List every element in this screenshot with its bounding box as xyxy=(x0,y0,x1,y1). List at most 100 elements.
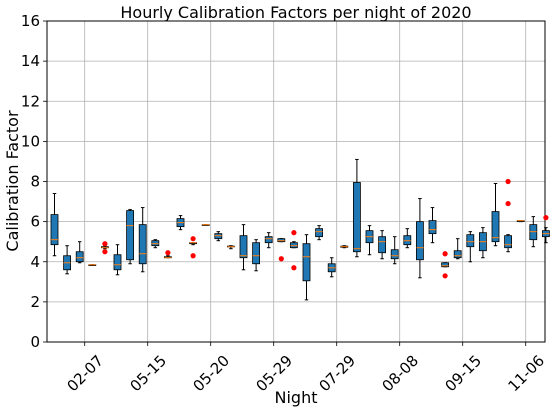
grid-lines xyxy=(47,20,545,343)
plot-frame xyxy=(46,20,546,343)
outlier-point xyxy=(102,249,108,255)
boxes xyxy=(50,158,550,301)
box-6 xyxy=(113,244,122,276)
box-30 xyxy=(415,198,424,279)
box-body xyxy=(378,236,387,254)
box-37 xyxy=(504,178,513,253)
outlier-point xyxy=(190,236,196,242)
box-16 xyxy=(239,224,248,271)
box-26 xyxy=(365,225,374,256)
box-body xyxy=(50,214,59,246)
box-31 xyxy=(428,207,437,244)
box-10 xyxy=(163,250,172,259)
box-25 xyxy=(352,158,361,258)
box-body xyxy=(214,233,223,240)
outlier-point xyxy=(442,273,448,279)
box-body xyxy=(239,235,248,259)
box-28 xyxy=(390,236,399,265)
y-tick-label: 0 xyxy=(30,333,40,351)
outlier-point xyxy=(278,256,284,262)
box-body xyxy=(352,182,361,253)
box-body xyxy=(390,249,399,260)
outlier-point xyxy=(190,253,196,259)
y-tick-label: 4 xyxy=(30,253,40,271)
box-body xyxy=(441,262,450,268)
box-32 xyxy=(441,251,450,279)
chart-title: Hourly Calibration Factors per night of … xyxy=(120,3,471,22)
box-13 xyxy=(201,224,210,226)
y-tick-label: 12 xyxy=(21,92,40,110)
box-body xyxy=(252,242,261,265)
box-body xyxy=(491,211,500,243)
y-axis-label: Calibration Factor xyxy=(3,110,22,252)
box-body xyxy=(415,221,424,261)
box-23 xyxy=(327,257,336,278)
box-36 xyxy=(491,183,500,247)
box-body xyxy=(126,210,134,261)
box-35 xyxy=(478,227,487,259)
box-4 xyxy=(88,264,97,266)
box-3 xyxy=(75,241,84,264)
box-body xyxy=(113,254,122,271)
outlier-point xyxy=(165,250,171,256)
x-axis-label: Night xyxy=(275,388,318,407)
box-body xyxy=(315,228,324,238)
x-tick-label: 05-15 xyxy=(127,352,171,396)
box-5 xyxy=(101,241,109,255)
box-17 xyxy=(252,239,261,272)
box-24 xyxy=(340,245,349,249)
box-40 xyxy=(542,215,550,244)
box-18 xyxy=(264,232,273,249)
box-11 xyxy=(176,215,185,231)
y-tick-label: 14 xyxy=(21,52,40,70)
box-body xyxy=(289,242,298,249)
outlier-point xyxy=(505,178,511,185)
box-14 xyxy=(214,231,223,242)
outlier-point xyxy=(102,241,108,247)
outlier-point xyxy=(442,251,448,257)
y-tick-label: 16 xyxy=(21,12,40,30)
box-29 xyxy=(403,228,412,249)
box-22 xyxy=(315,225,324,241)
box-27 xyxy=(378,230,387,260)
outlier-point xyxy=(291,230,297,236)
box-body xyxy=(75,251,84,263)
box-body xyxy=(504,235,513,249)
x-tick-label: 11-06 xyxy=(505,352,549,396)
y-tick-label: 10 xyxy=(21,132,40,150)
box-19 xyxy=(277,238,286,262)
y-tick-label: 6 xyxy=(30,213,40,231)
box-33 xyxy=(453,238,462,260)
box-2 xyxy=(63,245,71,275)
box-body xyxy=(277,238,286,243)
box-body xyxy=(264,236,273,244)
box-38 xyxy=(516,220,525,223)
y-tick-label: 2 xyxy=(30,293,40,311)
outlier-point xyxy=(543,215,549,221)
box-7 xyxy=(126,209,134,265)
x-tick-label: 07-29 xyxy=(316,352,360,396)
box-34 xyxy=(466,231,475,263)
box-39 xyxy=(529,216,538,248)
box-body xyxy=(151,240,160,247)
box-15 xyxy=(226,245,235,250)
box-21 xyxy=(302,234,311,301)
box-body xyxy=(428,220,437,235)
x-tick-label: 08-08 xyxy=(379,352,423,396)
box-body xyxy=(138,224,147,265)
box-body xyxy=(466,234,475,248)
box-8 xyxy=(138,207,147,273)
outlier-point xyxy=(505,200,511,207)
box-20 xyxy=(289,230,298,271)
box-1 xyxy=(50,193,59,257)
x-tick-label: 05-20 xyxy=(190,352,234,396)
box-12 xyxy=(189,236,198,259)
x-tick-label: 09-15 xyxy=(442,352,486,396)
box-body xyxy=(453,250,462,259)
x-tick-label: 02-07 xyxy=(64,352,108,396)
box-body xyxy=(403,235,412,246)
outlier-point xyxy=(291,265,297,271)
